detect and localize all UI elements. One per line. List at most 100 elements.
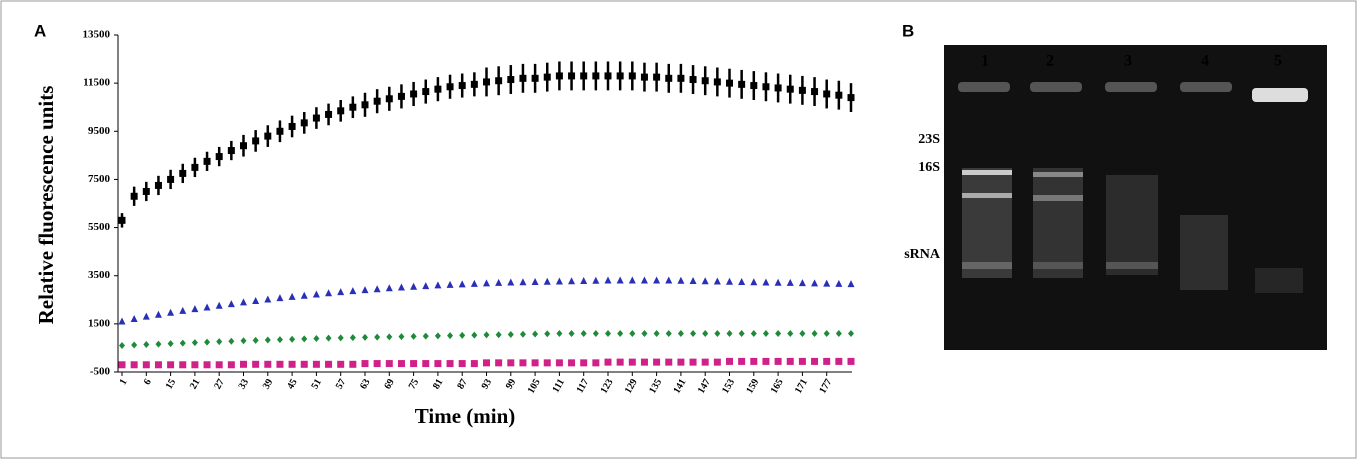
data-point — [204, 361, 211, 368]
data-point — [398, 360, 405, 367]
data-point — [726, 80, 733, 87]
data-point — [459, 360, 466, 367]
y-tick-label: 9500 — [88, 125, 111, 137]
data-point — [532, 359, 539, 366]
data-point — [483, 359, 490, 366]
data-point — [337, 361, 344, 368]
data-point — [848, 358, 855, 365]
data-point — [787, 358, 794, 365]
data-point — [775, 84, 782, 91]
data-point — [289, 123, 296, 130]
gel-image — [944, 45, 1327, 350]
data-point — [714, 359, 721, 366]
data-point — [677, 75, 684, 82]
data-point — [276, 128, 283, 135]
data-point — [131, 361, 138, 368]
data-point — [155, 182, 162, 189]
data-point — [313, 361, 320, 368]
lane-label: 5 — [1274, 53, 1282, 70]
data-point — [835, 358, 842, 365]
data-point — [301, 361, 308, 368]
data-point — [131, 193, 138, 200]
data-point — [750, 82, 757, 89]
data-point — [228, 147, 235, 154]
data-point — [276, 361, 283, 368]
data-point — [264, 133, 271, 140]
data-point — [398, 93, 405, 100]
data-point — [641, 74, 648, 81]
data-point — [762, 358, 769, 365]
data-point — [374, 360, 381, 367]
data-point — [410, 360, 417, 367]
data-point — [702, 359, 709, 366]
data-point — [252, 361, 259, 368]
data-point — [665, 75, 672, 82]
data-point — [556, 359, 563, 366]
data-point — [738, 358, 745, 365]
data-point — [216, 361, 223, 368]
data-point — [191, 164, 198, 171]
y-tick-label: 13500 — [83, 29, 111, 41]
y-tick-label: 7500 — [88, 173, 111, 185]
panel-label: A — [34, 21, 46, 40]
data-point — [629, 72, 636, 79]
data-point — [799, 87, 806, 94]
data-point — [592, 72, 599, 79]
y-tick-label: 3500 — [88, 269, 111, 281]
data-point — [653, 359, 660, 366]
data-point — [447, 360, 454, 367]
data-point — [811, 88, 818, 95]
data-point — [362, 101, 369, 108]
data-point — [702, 77, 709, 84]
data-point — [750, 358, 757, 365]
data-point — [738, 81, 745, 88]
data-point — [471, 360, 478, 367]
data-point — [240, 142, 247, 149]
data-point — [301, 119, 308, 126]
data-point — [605, 72, 612, 79]
y-tick-label: 5500 — [88, 221, 111, 233]
data-point — [690, 76, 697, 83]
y-tick-label: -500 — [90, 366, 111, 378]
data-point — [143, 361, 150, 368]
data-point — [119, 361, 126, 368]
data-point — [289, 361, 296, 368]
data-point — [191, 361, 198, 368]
data-point — [726, 358, 733, 365]
data-point — [349, 361, 356, 368]
data-point — [143, 188, 150, 195]
data-point — [677, 359, 684, 366]
data-point — [665, 359, 672, 366]
data-point — [264, 361, 271, 368]
data-point — [349, 104, 356, 111]
y-axis-label: Relative fluorescence units — [34, 86, 58, 325]
data-point — [519, 75, 526, 82]
data-point — [605, 359, 612, 366]
band-label: sRNA — [904, 247, 941, 262]
data-point — [204, 158, 211, 165]
data-point — [434, 360, 441, 367]
data-point — [617, 359, 624, 366]
data-point — [787, 86, 794, 93]
data-point — [799, 358, 806, 365]
data-point — [167, 176, 174, 183]
data-point — [313, 115, 320, 122]
data-point — [544, 359, 551, 366]
y-tick-label: 1500 — [88, 317, 111, 329]
data-point — [179, 170, 186, 177]
data-point — [507, 359, 514, 366]
lane-label: 2 — [1046, 53, 1054, 70]
data-point — [325, 111, 332, 118]
data-point — [592, 359, 599, 366]
data-point — [532, 75, 539, 82]
data-point — [580, 359, 587, 366]
data-point — [422, 88, 429, 95]
data-point — [240, 361, 247, 368]
data-point — [519, 359, 526, 366]
data-point — [325, 361, 332, 368]
x-axis-label: Time (min) — [415, 404, 516, 428]
data-point — [179, 361, 186, 368]
figure: A Relative fluorescence units Time (min)… — [0, 0, 1357, 459]
data-point — [568, 72, 575, 79]
data-point — [823, 90, 830, 97]
